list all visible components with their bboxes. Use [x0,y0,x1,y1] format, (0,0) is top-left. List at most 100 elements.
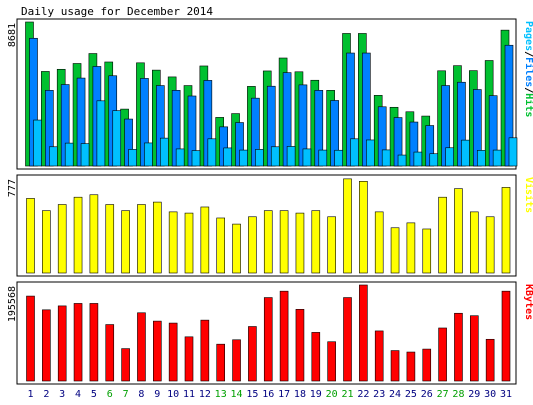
visits-bar-13 [216,217,225,274]
legend-part-2: Files [523,57,533,87]
visits-bar-29 [469,211,479,274]
x-tick-label-25: 25 [405,389,417,400]
kbytes-bar-18 [295,309,305,382]
x-tick-label-19: 19 [310,389,322,400]
visits-bar-12 [200,206,210,274]
kbytes-bar-20 [327,341,336,382]
kbytes-bar-12 [200,319,210,382]
x-tick-label-15: 15 [246,389,258,400]
visits-bar-25 [406,222,416,274]
x-tick-label-26: 26 [421,389,433,400]
x-tick-label-11: 11 [183,389,195,400]
x-tick-label-22: 22 [357,389,369,400]
kbytes-bar-7 [121,348,130,382]
visits-bar-24 [390,227,400,274]
kbytes-bar-15 [248,326,257,382]
legend-part-0: Visits [523,177,533,213]
kbytes-bar-9 [153,320,162,382]
visits-bar-9 [153,201,162,274]
x-tick-label-20: 20 [326,389,338,400]
visits-bar-21 [343,178,352,274]
y-max-label-kbytes: 195568 [7,286,18,322]
legend-part-1: / [523,51,533,57]
pages-bar-1 [33,119,42,167]
x-tick-label-29: 29 [468,389,480,400]
visits-bar-8 [137,204,146,274]
kbytes-bar-4 [73,303,83,382]
visits-bar-5 [89,194,99,274]
x-tick-label-28: 28 [452,389,464,400]
legend-visits: Visits [523,177,533,213]
legend-part-0: Pages [523,21,533,51]
visits-bar-20 [327,216,336,274]
pages-bar-13 [223,147,232,167]
kbytes-bar-14 [232,339,241,382]
kbytes-bar-25 [406,351,416,382]
pages-bar-21 [350,138,359,167]
visits-bar-19 [311,210,321,274]
visits-bar-15 [248,216,257,274]
y-max-label-hits-files-pages: 8681 [7,23,18,47]
x-tick-label-27: 27 [437,389,449,400]
pages-bar-3 [64,142,74,167]
pages-bar-22 [366,139,375,167]
legend-hits-files-pages: Pages/Files/Hits [523,21,533,117]
kbytes-bar-30 [485,338,495,382]
x-tick-label-3: 3 [59,389,65,400]
kbytes-bar-10 [168,322,178,382]
pages-bar-25 [413,151,423,167]
x-tick-label-21: 21 [341,389,353,400]
visits-bar-28 [454,188,463,274]
pages-bar-11 [191,150,201,167]
pages-bar-24 [397,154,407,167]
x-tick-label-23: 23 [373,389,385,400]
visits-bar-30 [485,216,495,274]
pages-bar-31 [508,137,518,167]
kbytes-bar-11 [184,336,194,382]
pages-bar-4 [80,143,90,167]
x-tick-label-5: 5 [91,389,97,400]
x-axis-labels: 1 2 3 4 5 6 7 8 9 10 11 12 13 14 15 16 17 18 19 20 21 22 23 24 2… [27,389,512,400]
pages-bar-6 [112,110,122,167]
pages-bar-2 [49,146,58,167]
x-tick-label-14: 14 [231,389,243,400]
visits-bar-31 [501,187,511,274]
visits-bar-22 [359,181,368,274]
visits-bar-4 [73,196,83,274]
kbytes-bar-3 [57,305,67,382]
visits-bar-1 [26,198,35,274]
x-tick-label-7: 7 [123,389,129,400]
legend-part-4: Hits [523,93,533,117]
pages-bar-7 [128,149,137,167]
x-tick-label-4: 4 [75,389,81,400]
panel-hits-files-pages: 8681 Pages/Files/Hits [7,18,533,170]
pages-bar-5 [96,100,106,167]
pages-bar-30 [492,149,502,167]
pages-bar-16 [270,146,280,167]
x-tick-label-2: 2 [43,389,49,400]
visits-bar-7 [121,210,130,274]
visits-bar-27 [438,196,447,274]
visits-bar-17 [279,210,289,274]
visits-bar-11 [184,212,194,274]
pages-bar-8 [144,142,153,167]
kbytes-bar-1 [26,295,35,382]
kbytes-bar-28 [454,312,463,382]
kbytes-bar-21 [343,297,352,382]
pages-bar-10 [175,148,185,167]
kbytes-bar-8 [137,312,146,382]
pages-bar-29 [476,150,486,167]
x-tick-label-31: 31 [500,389,512,400]
x-tick-label-18: 18 [294,389,306,400]
pages-bar-15 [255,149,264,167]
visits-bar-10 [168,211,178,274]
x-tick-label-30: 30 [484,389,496,400]
x-tick-label-9: 9 [154,389,160,400]
pages-bar-14 [239,149,248,167]
x-tick-label-13: 13 [215,389,227,400]
x-tick-label-10: 10 [167,389,179,400]
pages-bar-27 [445,147,454,167]
visits-bar-2 [42,210,51,274]
pages-bar-9 [160,137,169,167]
